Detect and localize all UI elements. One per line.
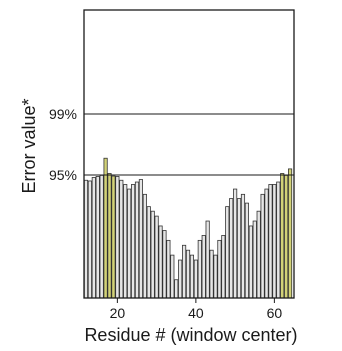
- bar: [268, 184, 273, 299]
- bar: [119, 179, 124, 299]
- bar: [166, 239, 171, 299]
- highlighted-bar: [280, 173, 285, 299]
- bars: [83, 157, 293, 299]
- bar: [182, 244, 187, 299]
- bar: [264, 188, 269, 299]
- bar: [205, 220, 210, 299]
- bar: [91, 177, 96, 299]
- bar: [154, 215, 159, 299]
- bar: [248, 225, 253, 299]
- highlighted-bar: [284, 174, 289, 299]
- bar: [83, 179, 89, 299]
- bar: [99, 174, 104, 299]
- bar: [244, 202, 249, 299]
- y-axis-label: Error value*: [19, 98, 39, 193]
- x-tick-label: 40: [188, 305, 204, 321]
- plot-frame: [83, 9, 295, 299]
- bar: [201, 235, 206, 299]
- bar: [225, 206, 230, 299]
- highlighted-bar: [103, 157, 108, 299]
- bar: [142, 193, 147, 299]
- bar: [130, 184, 136, 299]
- bar: [252, 220, 257, 299]
- x-tick-label: 60: [267, 305, 283, 321]
- highlighted-bar: [288, 168, 293, 299]
- bar: [123, 184, 128, 299]
- bar: [240, 193, 246, 299]
- bar: [127, 188, 132, 299]
- bar: [158, 225, 163, 299]
- bar: [233, 188, 238, 299]
- bar: [229, 198, 234, 299]
- bar: [134, 181, 140, 299]
- bar: [146, 206, 151, 299]
- bar: [174, 279, 179, 299]
- axis-ticks: 20 40 60: [110, 298, 283, 321]
- bar: [260, 193, 265, 299]
- bar: [217, 239, 222, 299]
- bar: [87, 180, 92, 299]
- bar: [138, 179, 143, 299]
- bar: [213, 254, 218, 299]
- x-tick-label: 20: [110, 305, 126, 321]
- bar: [272, 184, 277, 299]
- bar: [185, 249, 191, 299]
- reference-lines: 99% 95%: [49, 106, 294, 183]
- bar: [236, 198, 242, 299]
- highlighted-bar: [107, 173, 112, 299]
- bar: [150, 210, 155, 299]
- reference-line-label: 99%: [49, 106, 77, 122]
- highlighted-bar: [111, 175, 116, 299]
- bar: [162, 230, 167, 299]
- bar: [189, 254, 195, 299]
- bar: [221, 235, 226, 299]
- bar: [115, 176, 120, 299]
- bar: [276, 181, 281, 299]
- bar: [197, 239, 202, 299]
- bar: [209, 249, 214, 299]
- reference-line-label: 95%: [49, 167, 77, 183]
- bar: [170, 254, 175, 299]
- x-axis-label: Residue # (window center): [84, 325, 297, 345]
- bar: [178, 259, 183, 299]
- bar: [256, 210, 261, 299]
- bar: [193, 259, 198, 299]
- bar: [95, 176, 100, 299]
